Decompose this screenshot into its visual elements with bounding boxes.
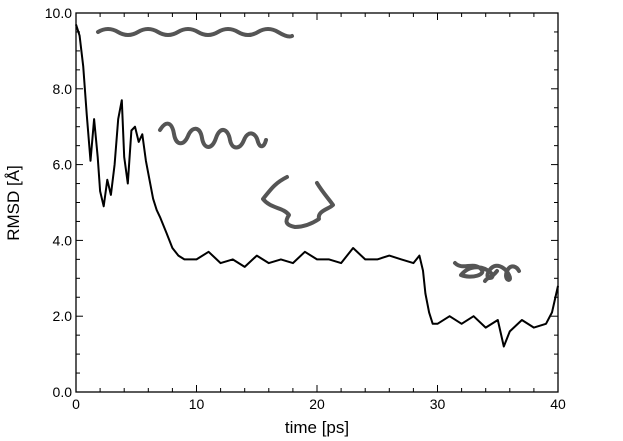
y-tick-label: 10.0 bbox=[45, 5, 72, 21]
x-tick-labels: 0 10 20 30 40 bbox=[72, 396, 566, 412]
y-tick-label: 2.0 bbox=[53, 308, 73, 324]
y-tick-label: 0.0 bbox=[53, 384, 73, 400]
plot-frame bbox=[75, 12, 559, 393]
y-tick-label: 8.0 bbox=[53, 81, 73, 97]
rmsd-series-line bbox=[75, 24, 559, 348]
x-tick-label: 20 bbox=[309, 396, 325, 412]
x-axis-label: time [ps] bbox=[285, 418, 349, 437]
y-tick-label: 4.0 bbox=[53, 232, 73, 248]
y-tick-label: 6.0 bbox=[53, 157, 73, 173]
x-tick-label: 10 bbox=[189, 396, 205, 412]
y-tick-labels: 0.0 2.0 4.0 6.0 8.0 10.0 bbox=[45, 5, 72, 400]
y-axis-label: RMSD [Å] bbox=[4, 165, 23, 241]
folded-chain-illustration bbox=[261, 175, 335, 229]
x-tick-label: 0 bbox=[72, 396, 80, 412]
extended-chain-illustration bbox=[96, 27, 294, 39]
helical-chain-illustration bbox=[158, 121, 268, 150]
x-tick-label: 30 bbox=[430, 396, 446, 412]
axis-ticks bbox=[75, 12, 559, 393]
x-tick-label: 40 bbox=[550, 396, 566, 412]
compact-chain-illustration bbox=[453, 261, 521, 283]
structure-insets bbox=[96, 27, 521, 283]
